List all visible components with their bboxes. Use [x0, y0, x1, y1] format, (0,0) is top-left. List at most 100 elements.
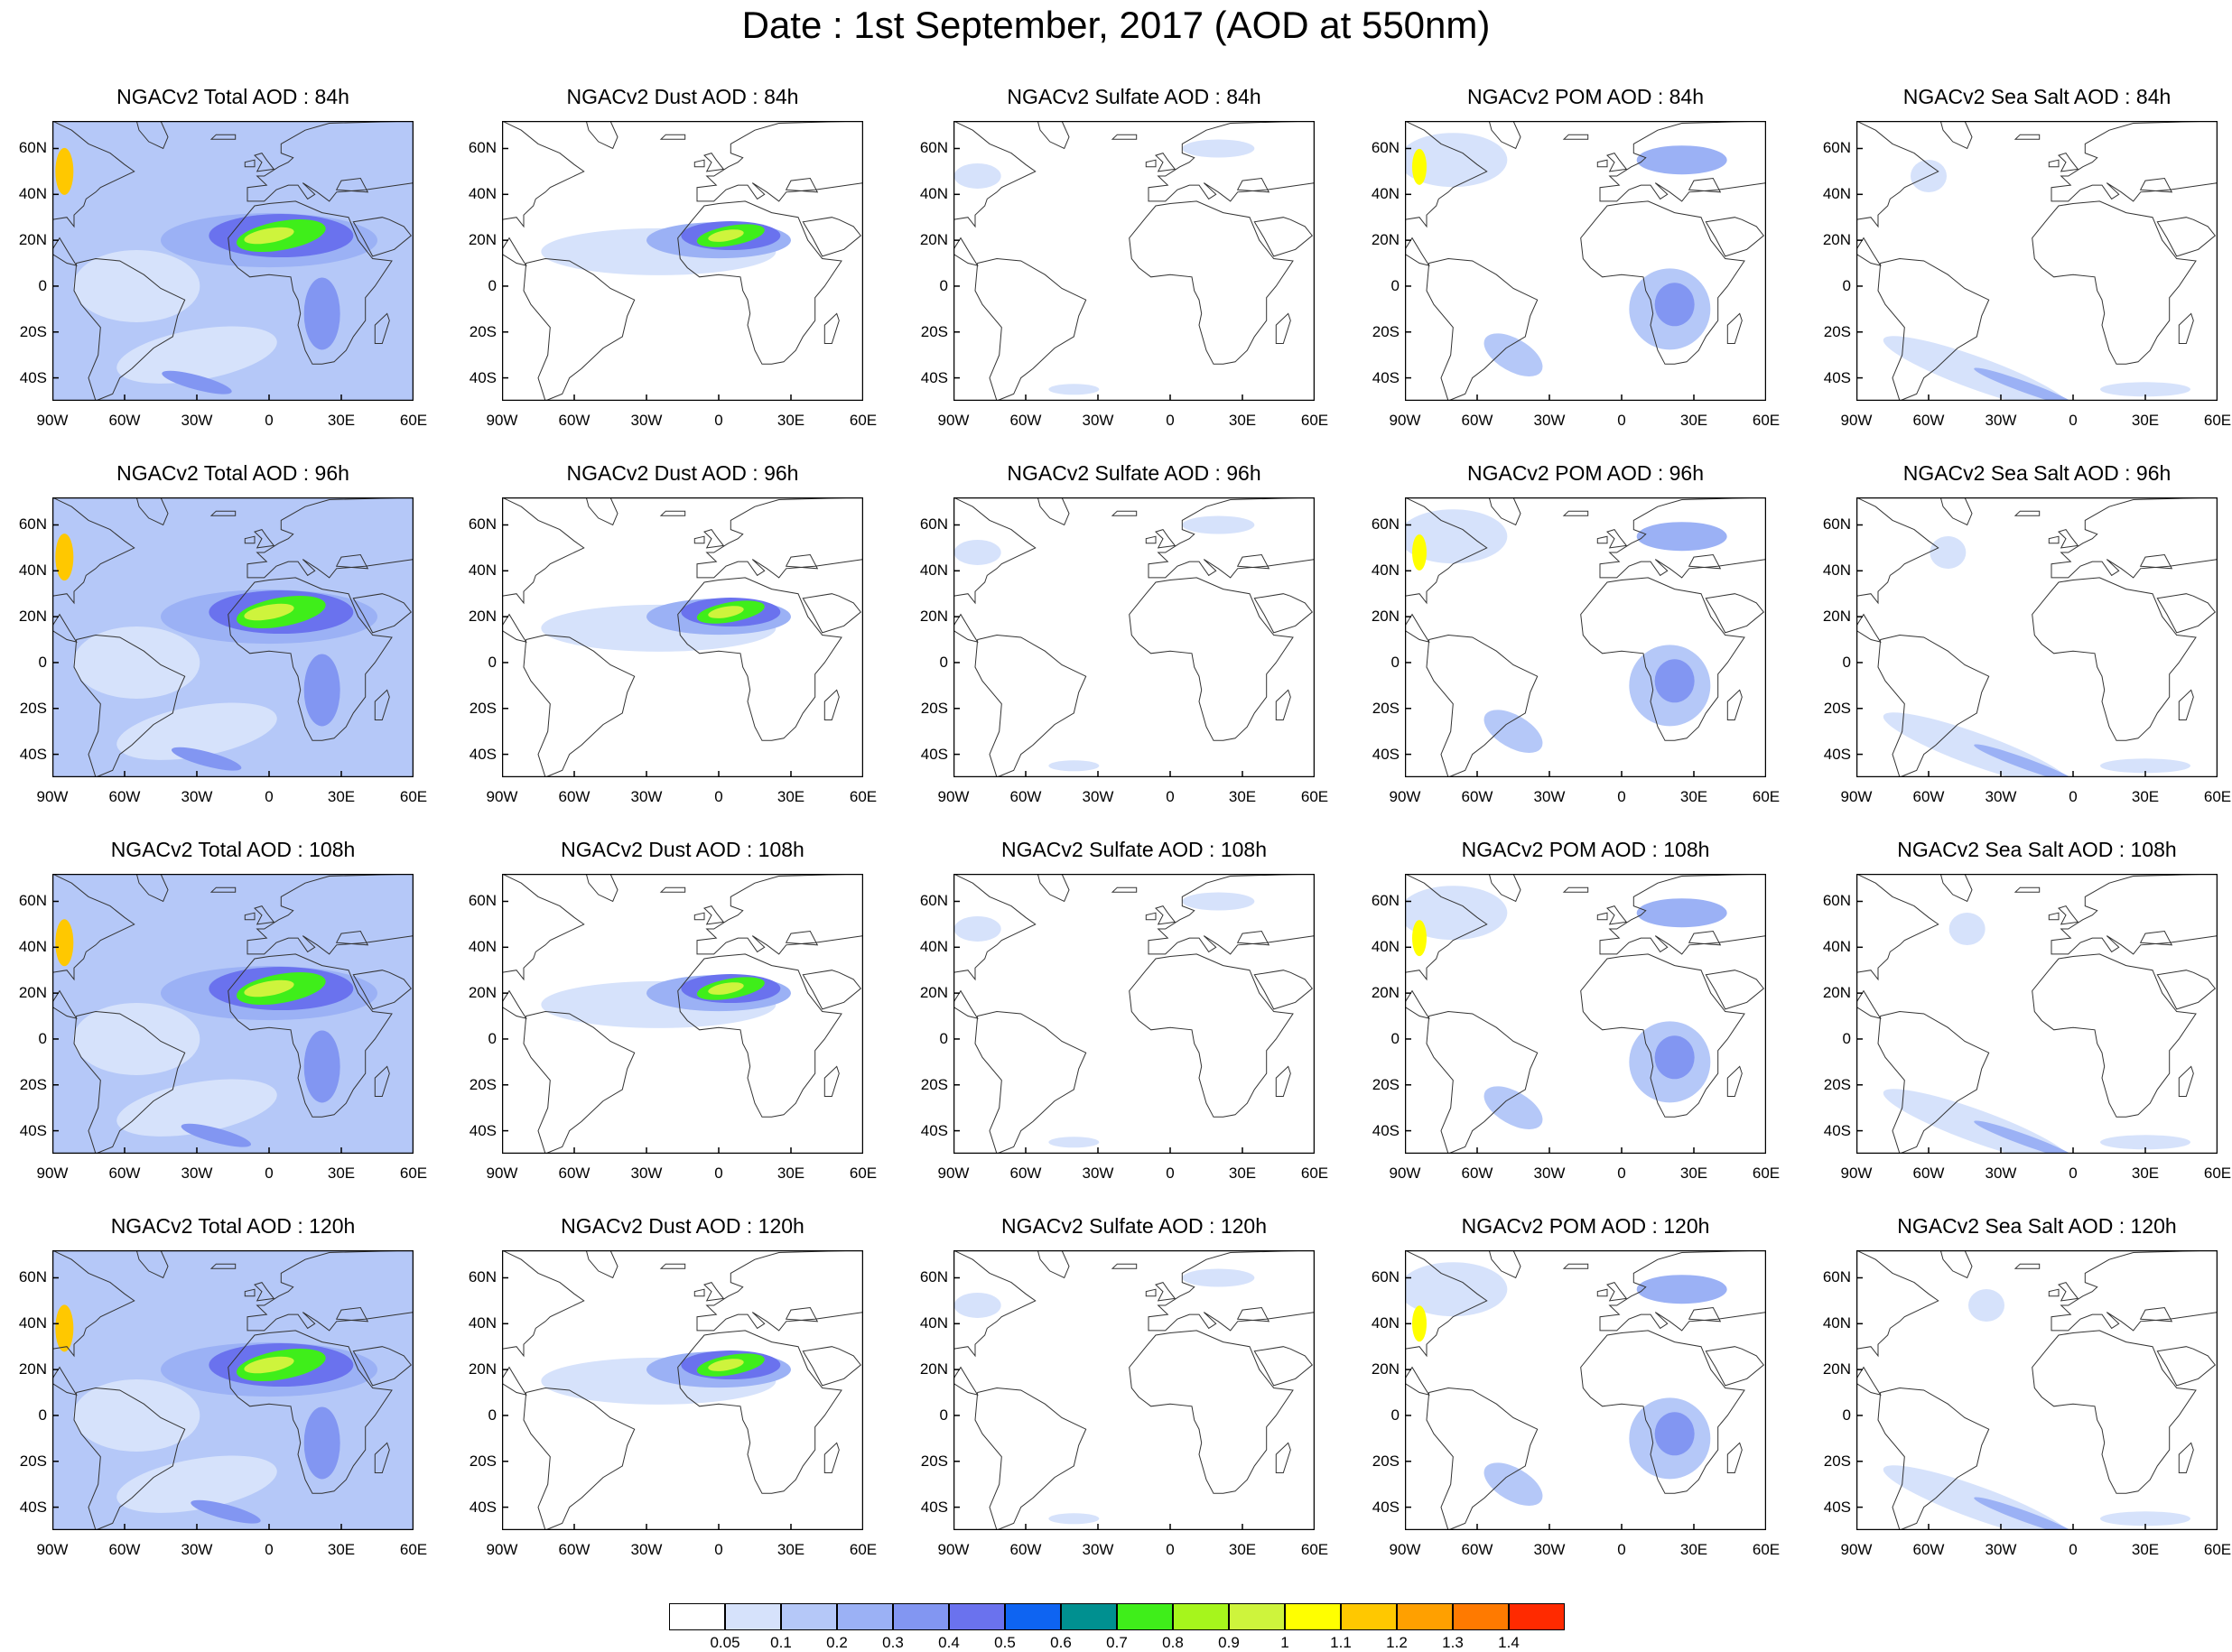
coastline [1705, 217, 1764, 257]
colorbar-swatch [1173, 1603, 1229, 1630]
lat-label: 0 [1842, 276, 1851, 294]
panel-title: NGACv2 Sulfate AOD : 108h [1000, 838, 1268, 861]
lon-label: 0 [1166, 412, 1175, 429]
coastline [2058, 529, 2079, 549]
coastline [1856, 1366, 1882, 1396]
coastline [2178, 1442, 2194, 1473]
figure-title: Date : 1st September, 2017 (AOD at 550nm… [741, 4, 1491, 46]
coastline [693, 159, 705, 168]
coastline [2051, 121, 2218, 202]
lat-label: 60N [919, 515, 948, 534]
coastline [502, 613, 527, 643]
coastline [73, 1387, 186, 1530]
coastline [1253, 1346, 1313, 1387]
lat-label: 20N [919, 231, 948, 249]
aod-shading [55, 919, 74, 967]
lat-label: 20S [469, 1452, 497, 1470]
map-panel-pom [1405, 874, 1766, 1154]
aod-shading [55, 1304, 74, 1352]
coastline [2156, 593, 2216, 634]
panel-title: NGACv2 Sulfate AOD : 96h [1007, 461, 1261, 485]
coastline [73, 257, 186, 401]
lon-label: 0 [2069, 788, 2078, 805]
map-panel-dust [502, 121, 863, 401]
aod-shading [73, 626, 200, 699]
lat-label: 0 [1390, 1406, 1400, 1424]
coastline [1148, 121, 1315, 202]
coastline [209, 886, 237, 893]
lon-label: 30E [1679, 412, 1708, 429]
coastline [1145, 1288, 1157, 1297]
lon-label: 60W [1912, 412, 1945, 429]
colorbar-swatch [1229, 1603, 1285, 1630]
lat-label: 0 [939, 1029, 948, 1047]
lon-label: 30W [1082, 1165, 1114, 1182]
coastline [1856, 1250, 1939, 1358]
aod-shading [116, 1079, 277, 1137]
lat-label: 20S [19, 1452, 47, 1470]
map-panel-pom [1405, 121, 1766, 401]
coastline [1111, 134, 1138, 140]
lon-label: 30W [181, 1165, 213, 1182]
coastline [2156, 217, 2216, 257]
coastline [52, 237, 78, 266]
coastline [1253, 593, 1313, 634]
colorbar-swatch [1061, 1603, 1117, 1630]
lon-label: 0 [265, 788, 274, 805]
lat-label: 40N [1371, 938, 1400, 956]
lon-label: 60W [108, 1165, 141, 1182]
map-frame [52, 874, 414, 1154]
lon-label: 60E [2203, 1541, 2232, 1558]
map-panel-total [52, 874, 414, 1154]
lon-label: 30E [777, 1165, 805, 1182]
lon-label: 30E [327, 788, 356, 805]
coastline [2178, 312, 2194, 344]
lat-label: 40S [1372, 1121, 1400, 1139]
lon-label: 60W [1009, 1541, 1042, 1558]
lat-label: 20S [1372, 1075, 1400, 1093]
lon-label: 0 [714, 412, 723, 429]
aod-shading [73, 249, 200, 322]
panel-title: NGACv2 Dust AOD : 108h [561, 838, 804, 861]
coastline [2156, 1346, 2216, 1387]
coastline [802, 970, 861, 1010]
coastline [2058, 1282, 2079, 1302]
coastline [2048, 159, 2060, 168]
coastline [1405, 1366, 1430, 1396]
colorbar-label: 0.8 [1162, 1634, 1184, 1651]
coastline [1426, 257, 1539, 401]
lat-label: 0 [488, 276, 497, 294]
lon-label: 30E [2131, 412, 2160, 429]
panel-title: NGACv2 Total AOD : 84h [116, 85, 349, 108]
coastline [52, 613, 78, 643]
lat-label: 20N [919, 984, 948, 1002]
lat-label: 40N [18, 561, 47, 580]
lat-label: 60N [468, 139, 497, 157]
coastline [677, 200, 842, 365]
map-panel-pom [1405, 1250, 1766, 1530]
coastline [1705, 1346, 1764, 1387]
lat-label: 40S [1823, 1121, 1851, 1139]
lat-label: 20S [1823, 699, 1851, 717]
lon-label: 30E [1228, 412, 1257, 429]
lat-label: 40N [919, 561, 948, 580]
coastline [1599, 874, 1766, 955]
coastline [1599, 497, 1766, 579]
lat-label: 20N [18, 608, 47, 626]
lon-label: 60W [558, 1165, 591, 1182]
coastline [1596, 912, 1608, 921]
lat-label: 40N [18, 938, 47, 956]
lat-label: 40N [1371, 185, 1400, 203]
coastline [52, 989, 78, 1019]
aod-shading [1048, 760, 1100, 772]
coastline [2032, 200, 2197, 365]
lon-label: 0 [714, 1165, 723, 1182]
coastline [696, 121, 863, 202]
coastline [802, 217, 861, 257]
lat-label: 0 [1842, 653, 1851, 671]
coastline [1726, 1442, 1743, 1473]
lat-label: 0 [38, 653, 47, 671]
lat-label: 60N [1371, 1268, 1400, 1286]
lon-label: 0 [2069, 1541, 2078, 1558]
lon-label: 0 [1166, 1165, 1175, 1182]
